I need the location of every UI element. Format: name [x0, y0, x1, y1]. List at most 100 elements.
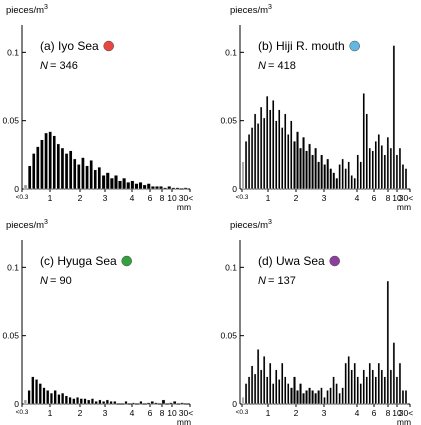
bar	[105, 399, 109, 405]
bar	[159, 186, 164, 190]
bar	[180, 402, 184, 405]
bar	[247, 134, 251, 190]
bar	[46, 390, 50, 405]
bar	[139, 401, 143, 405]
bar	[323, 164, 327, 190]
bar	[90, 398, 95, 405]
bar	[338, 392, 341, 405]
bar	[290, 120, 293, 190]
x-tick-label: 4	[355, 193, 360, 203]
bar	[365, 376, 368, 405]
bar	[341, 387, 344, 405]
bar	[42, 387, 46, 405]
y-tick-label: 0.1	[225, 47, 237, 57]
bar	[401, 164, 405, 190]
region-color-marker	[103, 40, 114, 52]
bar	[278, 379, 281, 405]
bar	[308, 387, 312, 405]
bar	[60, 147, 65, 190]
x-tick-label: 6	[372, 193, 377, 203]
x-tick-label: 4	[130, 408, 135, 418]
y-unit-label: pieces/m3	[230, 219, 272, 231]
x-tick-label: 8	[386, 193, 391, 203]
bar	[299, 147, 302, 190]
bar	[81, 157, 85, 190]
bar	[109, 177, 114, 190]
sample-size-value: = 90	[50, 275, 72, 287]
bar	[87, 399, 91, 405]
bar	[380, 145, 384, 190]
x-tick-label: 3	[103, 408, 108, 418]
bar	[350, 369, 353, 405]
bar	[287, 383, 290, 405]
bar	[302, 136, 305, 190]
bar	[401, 390, 405, 405]
bar	[32, 153, 36, 190]
bar	[250, 127, 254, 190]
bar	[23, 184, 28, 190]
bar	[317, 161, 321, 190]
bar	[146, 183, 151, 190]
y-tick-label: 0.05	[2, 331, 19, 341]
x-tick-label: 3	[322, 408, 327, 418]
bar	[362, 369, 365, 405]
x-tick-label: 1	[48, 408, 53, 418]
y-tick-label: 0.1	[225, 262, 237, 272]
bar	[85, 165, 89, 190]
bar	[172, 401, 177, 405]
bar	[83, 398, 87, 405]
x-tick-label: 10	[167, 408, 177, 418]
bar	[377, 134, 381, 190]
x-unit-label: mm	[397, 417, 411, 425]
bar	[265, 376, 269, 405]
bar	[183, 187, 188, 190]
bar	[64, 395, 68, 405]
bar	[244, 140, 248, 190]
bar	[287, 134, 290, 190]
bar	[371, 369, 374, 405]
bar	[353, 362, 356, 405]
bar	[365, 113, 368, 190]
bar	[362, 93, 365, 190]
bar	[344, 168, 347, 190]
x-tick-label: 3	[103, 193, 108, 203]
bar	[308, 143, 312, 190]
bar	[52, 135, 57, 190]
bar	[268, 362, 272, 405]
bar	[320, 154, 324, 190]
bar	[356, 376, 359, 405]
x-tick-label: 1	[48, 193, 53, 203]
bar	[302, 392, 305, 405]
bar	[247, 376, 251, 405]
bar	[335, 383, 338, 405]
x-tick-label: <0.3	[236, 409, 249, 416]
bar	[275, 369, 278, 405]
x-tick-label: 2	[294, 408, 299, 418]
bar	[338, 164, 341, 190]
bar	[347, 161, 350, 190]
x-tick-label: 10	[392, 408, 402, 418]
bar	[118, 180, 123, 190]
bar	[271, 99, 275, 190]
x-unit-label: mm	[397, 202, 411, 212]
bar	[371, 150, 374, 190]
region-color-marker	[349, 40, 360, 52]
bar	[314, 147, 318, 190]
bar	[150, 401, 155, 405]
sample-size: N = 137	[258, 275, 296, 287]
bar	[395, 376, 399, 405]
x-tick-label: 2	[78, 193, 83, 203]
bar	[31, 376, 35, 405]
bar	[305, 390, 309, 405]
bar	[317, 390, 321, 405]
x-tick-label: 10	[392, 193, 402, 203]
bar	[380, 369, 384, 405]
bar	[101, 175, 106, 190]
bar	[75, 396, 80, 405]
x-tick-label: 8	[160, 408, 165, 418]
chart-panel: pieces/m3 0 0.05 0.1 <0.3 1 2 3 4 6 8 10 30<mm (a) Iy…	[2, 4, 193, 212]
x-tick-label: <0.3	[16, 194, 29, 201]
x-tick-label: 1	[266, 408, 271, 418]
x-tick-label: 6	[148, 193, 153, 203]
